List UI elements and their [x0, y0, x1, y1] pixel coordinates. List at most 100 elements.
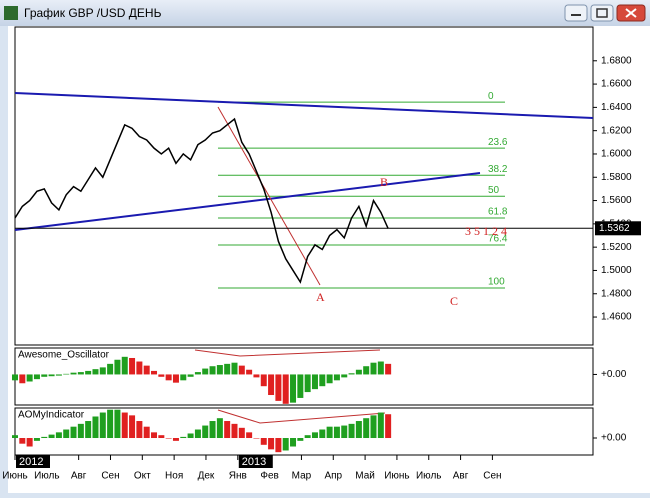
maximize-button[interactable]	[590, 4, 614, 22]
oscillator-bar	[12, 435, 18, 439]
trend-line	[14, 172, 481, 231]
oscillator-bar	[172, 438, 179, 441]
oscillator-bar	[253, 438, 260, 439]
wave-label: A	[316, 290, 325, 304]
oscillator-bar	[370, 362, 377, 375]
oscillator-bar	[19, 438, 26, 444]
y-tick-label: 1.6400	[601, 102, 632, 113]
oscillator-bar	[363, 366, 370, 375]
y-tick-label: 1.6800	[601, 55, 632, 66]
minimize-button[interactable]	[564, 4, 588, 22]
oscillator-bar	[348, 373, 355, 375]
oscillator-bar	[48, 374, 55, 377]
oscillator-bar	[326, 426, 333, 439]
oscillator-bar	[41, 436, 48, 439]
price-panel	[14, 26, 594, 346]
oscillator-bar	[202, 368, 209, 375]
x-tick-label: Июль	[34, 471, 60, 482]
oscillator-bar	[355, 369, 362, 375]
oscillator-bar	[231, 362, 238, 375]
window-title: График GBP /USD ДЕНЬ	[24, 6, 162, 20]
oscillator-bar	[107, 363, 114, 375]
oscillator-bar	[385, 363, 392, 375]
oscillator-bar	[377, 412, 384, 439]
oscillator-bar	[202, 425, 209, 439]
oscillator-panel	[14, 347, 594, 406]
oscillator-bar	[304, 374, 311, 393]
fib-label: 61.8	[488, 207, 508, 218]
oscillator-bar	[290, 374, 297, 403]
oscillator-bar	[55, 374, 62, 376]
oscillator-bar	[311, 432, 318, 439]
x-tick-label: Май	[355, 471, 375, 482]
oscillator-bar	[253, 374, 260, 378]
oscillator-bar	[246, 369, 253, 375]
oscillator-bar	[99, 412, 106, 439]
oscillator-bar	[363, 418, 370, 439]
year-box	[16, 455, 50, 468]
y-tick-label: 1.4600	[601, 312, 632, 323]
oscillator-bar	[165, 438, 172, 439]
x-tick-label: Мар	[292, 471, 312, 482]
x-tick-label: Окт	[134, 471, 151, 482]
oscillator-bar	[12, 374, 18, 381]
x-tick-label: Июнь	[2, 471, 27, 482]
oscillator-bar	[268, 438, 275, 450]
oscillator-bar	[238, 427, 245, 439]
oscillator-bar	[77, 423, 84, 439]
y-tick-label: 1.6200	[601, 125, 632, 136]
y-tick-label: 1.5200	[601, 242, 632, 253]
oscillator-bar	[41, 374, 48, 377]
title-bar	[0, 0, 650, 26]
fib-label: 0	[488, 91, 494, 102]
x-tick-label: Июль	[416, 471, 442, 482]
oscillator-bar	[187, 433, 194, 439]
oscillator-bar	[348, 423, 355, 439]
oscillator-bar	[333, 374, 340, 381]
oscillator-bar	[246, 432, 253, 439]
oscillator-bar	[85, 370, 92, 375]
current-price-label: 1.5362	[599, 223, 630, 234]
oscillator-bar	[172, 374, 179, 383]
oscillator-bar	[26, 374, 33, 382]
oscillator-bar	[107, 409, 114, 439]
oscillator-bar	[341, 374, 348, 378]
fib-label: 100	[488, 277, 505, 288]
y-tick-label: 1.5800	[601, 172, 632, 183]
oscillator-bar	[319, 374, 326, 387]
oscillator-bar	[180, 436, 187, 439]
x-tick-label: Авг	[453, 471, 469, 482]
oscillator-bar	[209, 366, 216, 375]
oscillator-bar	[121, 356, 128, 375]
oscillator-bar	[129, 415, 136, 439]
oscillator-bar	[385, 414, 392, 439]
panel-title: Awesome_Oscillator	[18, 350, 110, 361]
oscillator-bar	[216, 418, 223, 439]
oscillator-bar	[136, 421, 143, 439]
y-tick-label: 1.4800	[601, 288, 632, 299]
panel-title: AOMyIndicator	[18, 410, 85, 421]
oscillator-bar	[77, 372, 84, 375]
oscillator-bar	[180, 374, 187, 381]
y-tick-label: +0.00	[601, 433, 627, 444]
oscillator-bar	[282, 438, 289, 451]
oscillator-bar	[231, 423, 238, 439]
oscillator-bar	[143, 365, 150, 375]
divergence-line	[194, 349, 381, 357]
oscillator-bar	[151, 370, 158, 375]
oscillator-bar	[194, 372, 201, 375]
oscillator-bar	[136, 361, 143, 375]
oscillator-bar	[260, 374, 267, 387]
oscillator-bar	[92, 416, 99, 439]
oscillator-bar	[355, 421, 362, 439]
x-tick-label: Янв	[229, 471, 247, 482]
wave-label: C	[450, 294, 458, 308]
oscillator-bar	[297, 374, 304, 398]
oscillator-bar	[187, 374, 194, 377]
year-label: 2013	[242, 456, 266, 468]
y-tick-label: 1.5600	[601, 195, 632, 206]
oscillator-bar	[63, 429, 70, 439]
year-label: 2012	[19, 456, 43, 468]
oscillator-bar	[311, 374, 318, 390]
oscillator-bar	[268, 374, 275, 396]
